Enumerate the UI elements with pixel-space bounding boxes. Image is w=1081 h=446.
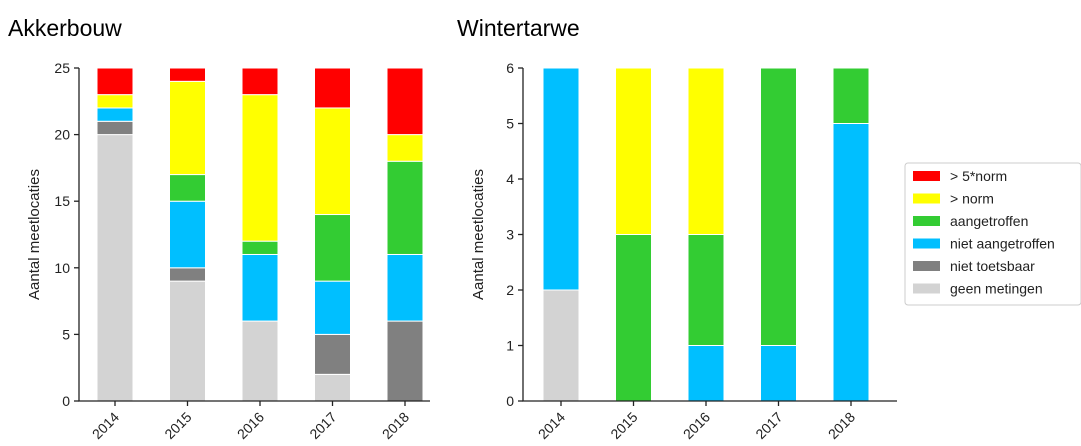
- x-tick-label-2017: 2017: [752, 409, 785, 442]
- y-tick-label: 1: [506, 338, 514, 354]
- bar-segment-geen-metingen-2016: [241, 320, 279, 402]
- bar-segment-geen-metingen-2017: [314, 373, 351, 402]
- legend-label-aangetroffen: aangetroffen: [950, 213, 1028, 229]
- bar-segment-gt-5xnorm-2017: [314, 67, 351, 109]
- bar-segment-niet-aangetroffen-2015: [169, 200, 206, 269]
- legend: > 5*norm > norm aangetroffen niet aangetrof…: [904, 162, 1081, 306]
- bar-segment-niet-toetsbaar-2014: [96, 120, 134, 136]
- x-tick-label-2015: 2015: [161, 409, 194, 442]
- bar-segment-aangetroffen-2017: [760, 67, 797, 346]
- bar-segment-gt-5xnorm-2014: [96, 67, 134, 96]
- y-axis-label: Aantal meetlocaties: [26, 169, 43, 300]
- chart-title: Wintertarwe: [457, 15, 580, 41]
- bar-segment-niet-aangetroffen-2014: [96, 107, 134, 122]
- bar-segment-gt-norm-2015: [169, 80, 206, 176]
- bar-segment-niet-aangetroffen-2016: [241, 253, 279, 322]
- bar-segment-aangetroffen-2018: [832, 67, 870, 124]
- legend-swatch-gt-norm: [913, 193, 940, 204]
- bar-segment-niet-aangetroffen-2018: [832, 123, 870, 402]
- y-tick-label: 25: [54, 60, 70, 76]
- y-tick-label: 15: [54, 193, 70, 209]
- bar-segment-gt-norm-2018: [386, 134, 424, 162]
- y-axis-label: Aantal meetlocaties: [470, 169, 487, 300]
- bar-segment-gt-5xnorm-2018: [386, 67, 424, 136]
- x-tick-label-2016: 2016: [234, 409, 267, 442]
- legend-swatch-niet-toetsbaar: [913, 261, 940, 271]
- x-tick-label-2017: 2017: [306, 409, 339, 442]
- legend-label-gt-norm: > norm: [950, 191, 994, 207]
- legend-swatch-gt-5xnorm: [913, 171, 940, 181]
- y-tick-label: 4: [506, 171, 514, 187]
- bar-segment-geen-metingen-2014: [542, 289, 580, 402]
- bar-segment-aangetroffen-2018: [386, 160, 424, 255]
- axes-spines: [78, 68, 430, 402]
- bar-segment-niet-aangetroffen-2018: [386, 253, 424, 322]
- x-tick-label-2015: 2015: [607, 409, 640, 442]
- y-tick-label: 5: [62, 326, 70, 342]
- legend-label-gt-5xnorm: > 5*norm: [950, 168, 1007, 184]
- y-tick-label: 3: [506, 227, 514, 243]
- y-tick-label: 0: [506, 393, 514, 409]
- bar-segment-aangetroffen-2016: [687, 234, 725, 346]
- x-tick-label-2018: 2018: [379, 409, 412, 442]
- y-tick-label: 0: [62, 393, 70, 409]
- bar-segment-niet-aangetroffen-2016: [687, 345, 725, 402]
- legend-frame: [904, 162, 1081, 306]
- legend-label-geen-metingen: geen metingen: [950, 281, 1043, 297]
- chart-title: Akkerbouw: [8, 15, 122, 41]
- bar-segment-aangetroffen-2015: [615, 234, 652, 402]
- bar-segment-geen-metingen-2015: [169, 280, 206, 402]
- bar-segment-niet-aangetroffen-2017: [760, 345, 797, 402]
- bar-segment-gt-norm-2016: [687, 67, 725, 235]
- y-tick-label: 2: [506, 282, 514, 298]
- y-tick-label: 5: [506, 116, 514, 132]
- bar-segment-gt-norm-2014: [96, 94, 134, 109]
- bar-segment-gt-norm-2017: [314, 107, 351, 216]
- bar-segment-aangetroffen-2017: [314, 214, 351, 282]
- bar-segment-gt-5xnorm-2015: [169, 67, 206, 82]
- x-tick-label-2014: 2014: [89, 409, 122, 442]
- legend-label-niet-toetsbaar: niet toetsbaar: [950, 258, 1035, 274]
- x-tick-label-2018: 2018: [825, 409, 858, 442]
- bar-segment-niet-toetsbaar-2018: [386, 320, 424, 402]
- y-tick-label: 6: [506, 60, 514, 76]
- bar-segment-aangetroffen-2015: [169, 174, 206, 202]
- bar-segment-gt-5xnorm-2016: [241, 67, 279, 96]
- bar-segment-niet-aangetroffen-2014: [542, 67, 580, 291]
- y-tick-label: 20: [54, 127, 70, 143]
- legend-swatch-geen-metingen: [913, 283, 940, 294]
- legend-label-niet-aangetroffen: niet aangetroffen: [950, 236, 1055, 252]
- bar-segment-gt-norm-2015: [615, 67, 652, 235]
- legend-swatch-niet-aangetroffen: [913, 238, 940, 249]
- x-tick-label-2014: 2014: [535, 409, 568, 442]
- bar-segment-gt-norm-2016: [241, 94, 279, 242]
- bar-segment-geen-metingen-2014: [96, 134, 134, 402]
- bar-segment-aangetroffen-2016: [241, 240, 279, 255]
- axes-spines: [522, 68, 897, 402]
- legend-swatch-aangetroffen: [913, 216, 940, 226]
- bar-segment-niet-toetsbaar-2015: [169, 267, 206, 282]
- bar-segment-niet-aangetroffen-2017: [314, 280, 351, 335]
- y-tick-label: 10: [54, 260, 70, 276]
- x-tick-label-2016: 2016: [680, 409, 713, 442]
- bar-segment-niet-toetsbaar-2017: [314, 333, 351, 375]
